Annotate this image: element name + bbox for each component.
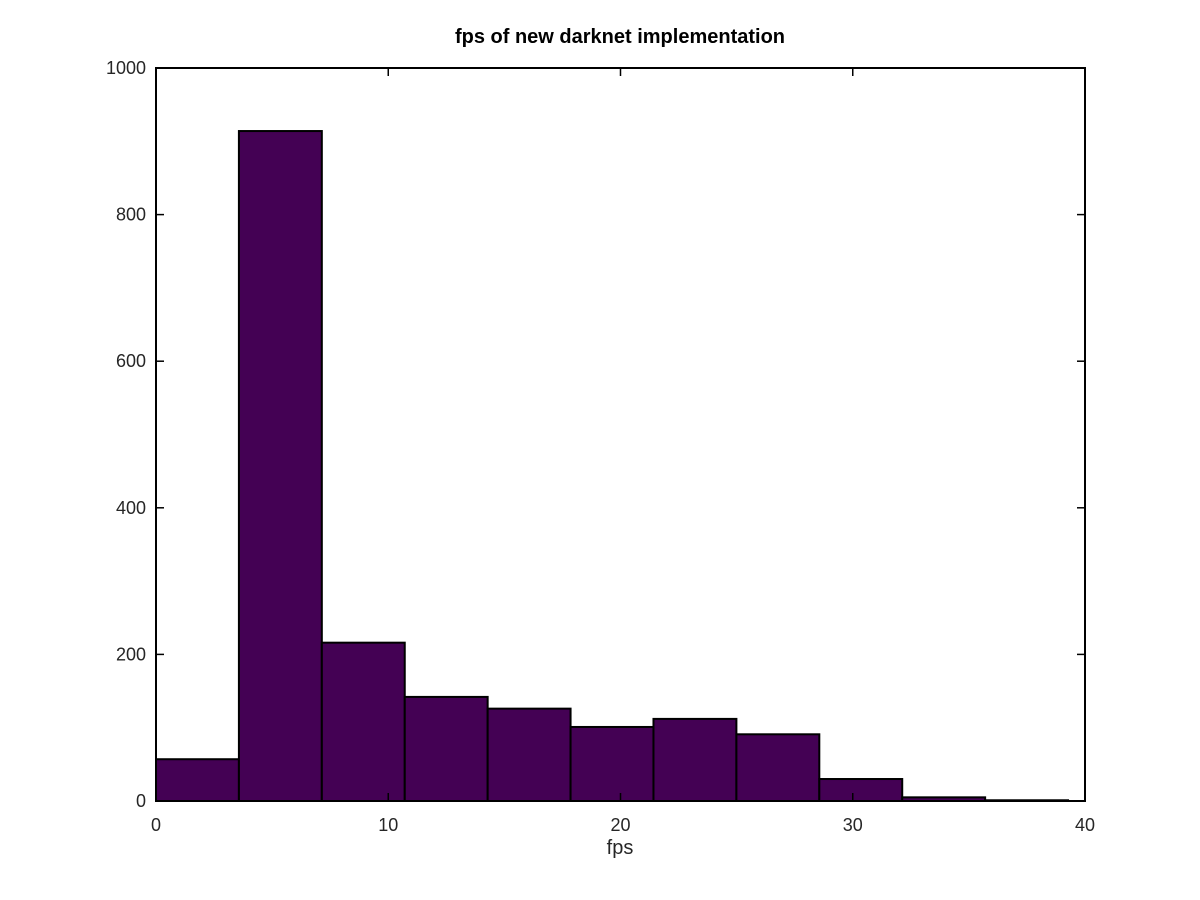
x-axis-label: fps xyxy=(607,837,634,859)
bar-6 xyxy=(652,717,738,802)
bar-4 xyxy=(486,707,572,803)
bar-7 xyxy=(735,733,821,802)
x-tick-label-3: 30 xyxy=(843,815,863,835)
x-tick-label-1: 10 xyxy=(378,815,398,835)
x-tick-label-2: 20 xyxy=(610,815,630,835)
plot-frame xyxy=(155,67,1086,802)
y-tick-label-5: 1000 xyxy=(106,58,146,78)
bar-3 xyxy=(403,695,489,802)
x-tick-label-0: 0 xyxy=(151,815,161,835)
bars-group xyxy=(155,130,1070,803)
y-tick-label-3: 600 xyxy=(116,351,146,371)
y-tick-label-2: 400 xyxy=(116,498,146,518)
chart-title: fps of new darknet implementation xyxy=(455,26,785,48)
x-tick-label-4: 40 xyxy=(1075,815,1095,835)
y-tick-label-1: 200 xyxy=(116,644,146,664)
bar-2 xyxy=(320,641,406,802)
bar-5 xyxy=(569,725,655,802)
y-tick-label-0: 0 xyxy=(136,791,146,811)
y-tick-label-4: 800 xyxy=(116,205,146,225)
bar-0 xyxy=(155,758,240,802)
bar-1 xyxy=(237,130,323,802)
bar-8 xyxy=(818,778,904,803)
